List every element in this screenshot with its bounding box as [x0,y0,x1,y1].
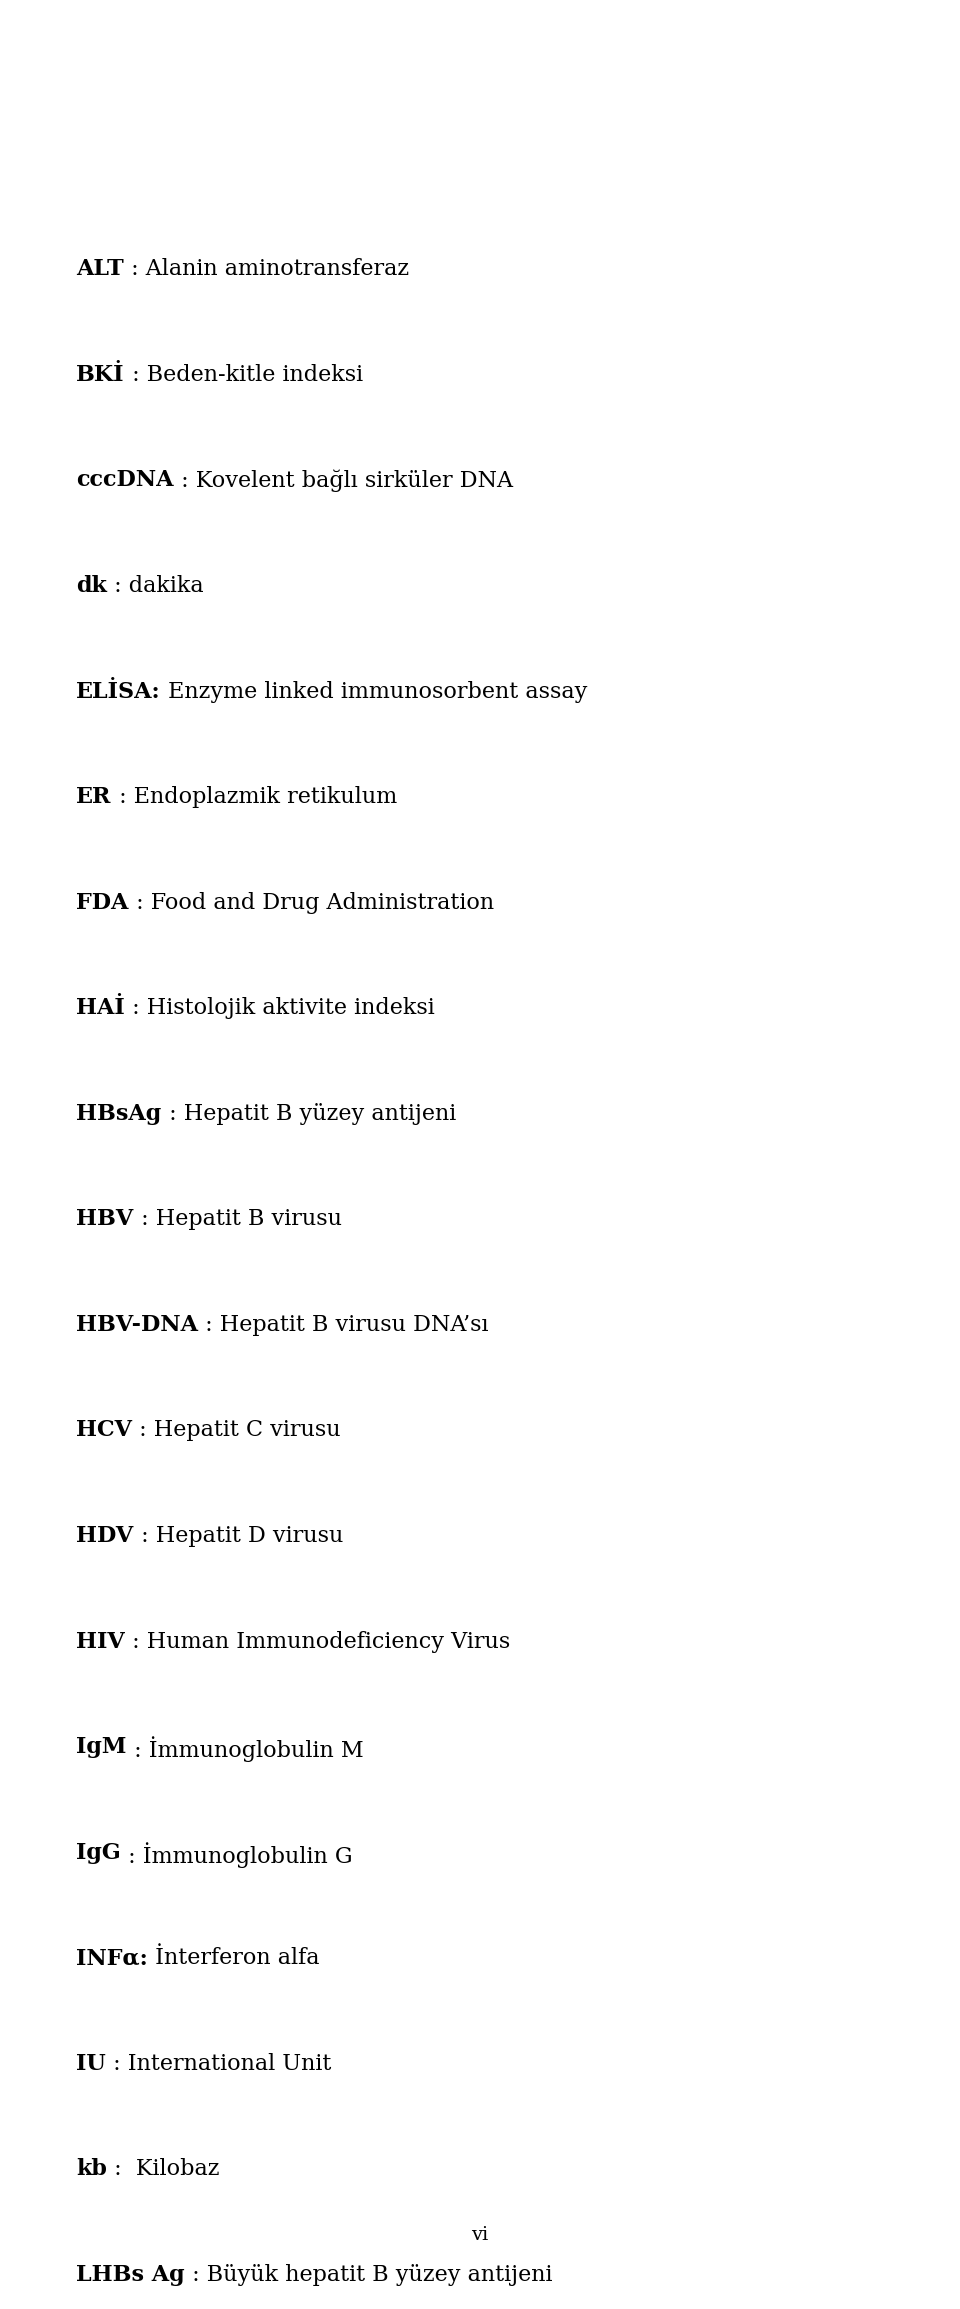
Text: HIV: HIV [77,1630,125,1653]
Text: :  Kilobaz: : Kilobaz [108,2159,220,2180]
Text: : Food and Drug Administration: : Food and Drug Administration [129,891,493,914]
Text: : Hepatit B virusu DNA’sı: : Hepatit B virusu DNA’sı [199,1314,489,1337]
Text: ELİSA:: ELİSA: [77,681,161,702]
Text: LHBs Ag: LHBs Ag [77,2263,185,2286]
Text: ER: ER [77,785,111,808]
Text: : Alanin aminotransferaz: : Alanin aminotransferaz [124,259,409,279]
Text: vi: vi [471,2226,489,2244]
Text: : International Unit: : International Unit [107,2053,331,2076]
Text: kb: kb [77,2159,108,2180]
Text: dk: dk [77,575,108,598]
Text: : Hepatit C virusu: : Hepatit C virusu [132,1420,341,1441]
Text: HAİ: HAİ [77,997,125,1018]
Text: : Human Immunodeficiency Virus: : Human Immunodeficiency Virus [125,1630,511,1653]
Text: cccDNA: cccDNA [77,469,174,492]
Text: : İmmunoglobulin G: : İmmunoglobulin G [121,1843,352,1868]
Text: : Hepatit D virusu: : Hepatit D virusu [133,1524,343,1547]
Text: HBV: HBV [77,1208,133,1231]
Text: BKİ: BKİ [77,365,125,386]
Text: İnterferon alfa: İnterferon alfa [148,1946,320,1970]
Text: : dakika: : dakika [108,575,204,598]
Text: : Histolojik aktivite indeksi: : Histolojik aktivite indeksi [125,997,435,1018]
Text: : Beden-kitle indeksi: : Beden-kitle indeksi [125,365,363,386]
Text: : Endoplazmik retikulum: : Endoplazmik retikulum [111,785,397,808]
Text: HDV: HDV [77,1524,133,1547]
Text: ALT: ALT [77,259,124,279]
Text: IU: IU [77,2053,107,2076]
Text: : İmmunoglobulin M: : İmmunoglobulin M [127,1736,364,1762]
Text: FDA: FDA [77,891,129,914]
Text: : Hepatit B virusu: : Hepatit B virusu [133,1208,342,1231]
Text: IgG: IgG [77,1843,121,1863]
Text: : Kovelent bağlı sirküler DNA: : Kovelent bağlı sirküler DNA [174,469,513,492]
Text: : Hepatit B yüzey antijeni: : Hepatit B yüzey antijeni [161,1104,456,1124]
Text: HBsAg: HBsAg [77,1104,161,1124]
Text: HCV: HCV [77,1420,132,1441]
Text: : Büyük hepatit B yüzey antijeni: : Büyük hepatit B yüzey antijeni [185,2263,553,2286]
Text: HBV-DNA: HBV-DNA [77,1314,199,1337]
Text: IgM: IgM [77,1736,127,1757]
Text: INFα:: INFα: [77,1946,148,1970]
Text: Enzyme linked immunosorbent assay: Enzyme linked immunosorbent assay [161,681,588,702]
